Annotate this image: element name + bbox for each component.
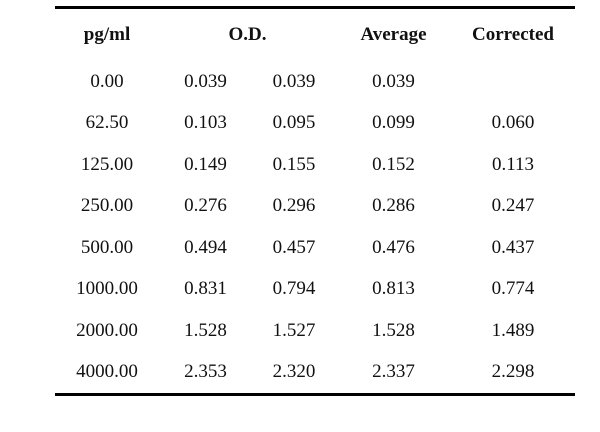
cell-od1: 0.103 (184, 112, 227, 134)
header-corrected: Corrected (472, 24, 554, 45)
table-header: pg/ml O.D. Average Corrected (55, 9, 575, 61)
table-row: 4000.00 2.353 2.320 2.337 2.298 (55, 352, 575, 394)
cell-od1: 0.276 (184, 195, 227, 217)
cell-average: 0.099 (372, 112, 415, 134)
table-row: 0.00 0.039 0.039 0.039 (55, 61, 575, 103)
header-row: pg/ml O.D. Average Corrected (55, 9, 575, 61)
cell-od1: 0.149 (184, 153, 227, 175)
cell-pgml: 4000.00 (76, 361, 138, 383)
cell-pgml: 250.00 (80, 195, 134, 217)
cell-corrected: 1.489 (491, 319, 535, 341)
cell-corrected: 0.060 (491, 112, 535, 134)
cell-average: 2.337 (372, 361, 415, 383)
cell-pgml: 125.00 (80, 153, 134, 175)
table-body: 0.00 0.039 0.039 0.039 62.50 0.103 0.095… (55, 61, 575, 393)
cell-od2: 0.155 (272, 153, 316, 175)
cell-od2: 0.296 (272, 195, 316, 217)
bottom-rule (55, 393, 575, 396)
cell-od2: 2.320 (272, 361, 316, 383)
cell-average: 0.813 (372, 278, 415, 300)
table-row: 1000.00 0.831 0.794 0.813 0.774 (55, 269, 575, 311)
cell-corrected: 0.247 (491, 195, 535, 217)
cell-pgml: 2000.00 (76, 319, 138, 341)
cell-corrected: 2.298 (491, 361, 535, 383)
cell-pgml: 1000.00 (76, 278, 138, 300)
table-row: 500.00 0.494 0.457 0.476 0.437 (55, 227, 575, 269)
header-od: O.D. (228, 24, 267, 45)
cell-corrected: 0.113 (491, 153, 535, 175)
table-row: 125.00 0.149 0.155 0.152 0.113 (55, 144, 575, 186)
cell-od1: 2.353 (184, 361, 227, 383)
cell-od1: 0.039 (184, 70, 227, 92)
table-row: 2000.00 1.528 1.527 1.528 1.489 (55, 310, 575, 352)
cell-average: 0.039 (372, 70, 415, 92)
top-rule (55, 6, 575, 9)
cell-pgml: 500.00 (80, 236, 134, 258)
cell-corrected: 0.437 (491, 236, 535, 258)
cell-average: 1.528 (372, 319, 415, 341)
standard-curve-table: pg/ml O.D. Average Corrected 0.00 0.039 … (55, 9, 575, 393)
cell-corrected: 0.774 (491, 278, 535, 300)
cell-od1: 1.528 (184, 319, 227, 341)
cell-corrected (451, 61, 575, 103)
cell-average: 0.152 (372, 153, 415, 175)
cell-od2: 0.095 (272, 112, 316, 134)
cell-average: 0.476 (372, 236, 415, 258)
header-pgml: pg/ml (83, 24, 131, 45)
standard-curve-table-container: pg/ml O.D. Average Corrected 0.00 0.039 … (55, 6, 575, 396)
cell-od1: 0.494 (184, 236, 227, 258)
table-row: 62.50 0.103 0.095 0.099 0.060 (55, 103, 575, 145)
cell-od2: 1.527 (272, 319, 316, 341)
cell-od2: 0.794 (272, 278, 316, 300)
cell-pgml: 62.50 (85, 112, 129, 134)
cell-average: 0.286 (372, 195, 415, 217)
cell-od1: 0.831 (184, 278, 227, 300)
cell-pgml: 0.00 (90, 70, 124, 92)
cell-od2: 0.039 (272, 70, 316, 92)
table-row: 250.00 0.276 0.296 0.286 0.247 (55, 186, 575, 228)
cell-od2: 0.457 (272, 236, 316, 258)
header-average: Average (360, 24, 427, 45)
